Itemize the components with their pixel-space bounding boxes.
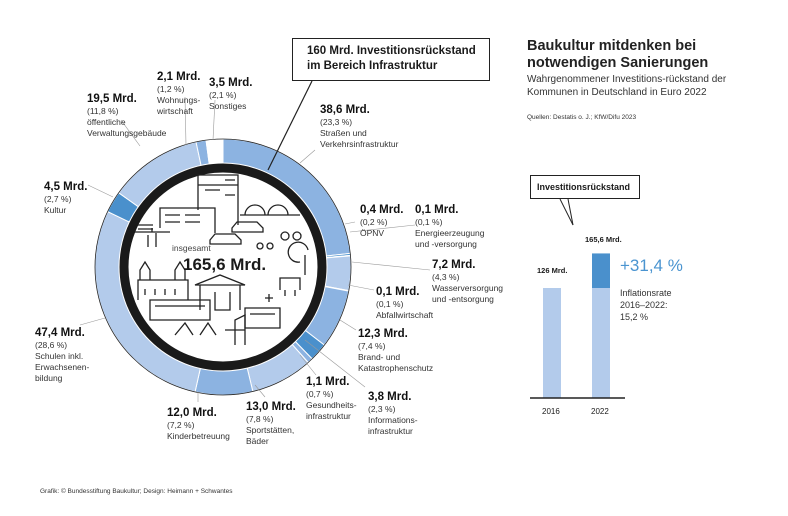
infrastructure-callout: 160 Mrd. Investitionsrückstand im Bereic… <box>292 38 490 81</box>
slice-value: 0,1 Mrd. <box>376 286 420 298</box>
slice-value: 12,3 Mrd. <box>358 328 408 340</box>
chart-title: Baukultur mitdenken bei notwendigen Sani… <box>527 38 709 71</box>
slice-label: 4,5 Mrd. (2,7 %) Kultur <box>44 180 87 216</box>
slice-percent: (23,3 %) <box>320 117 353 127</box>
chart-subtitle: Wahrgenommener Investitions-rückstand de… <box>527 74 727 98</box>
slice-value: 7,2 Mrd. <box>432 259 476 271</box>
slice-value: 38,6 Mrd. <box>320 104 370 116</box>
slice-percent: (2,3 %) <box>368 404 396 414</box>
slice-name: ÖPNV <box>360 228 385 238</box>
slice-name: Energieerzeugung und -versorgung <box>415 228 485 249</box>
slice-label: 38,6 Mrd. (23,3 %) Straßen und Verkehrsinf… <box>320 103 398 150</box>
slice-percent: (0,1 %) <box>376 299 404 309</box>
slice-value: 0,1 Mrd. <box>415 204 459 216</box>
slice-name: Wasserversorgung und -entsorgung <box>432 283 504 304</box>
slice-label: 3,8 Mrd. (2,3 %) Informations- infrastrukt… <box>368 390 418 437</box>
bar-2022-increase <box>592 253 610 288</box>
slice-label: 13,0 Mrd. (7,8 %) Sportstätten, Bäder <box>246 400 296 447</box>
bar-label-2016: 126 Mrd. <box>537 266 568 275</box>
slice-percent: (2,7 %) <box>44 194 72 204</box>
slice-value: 0,4 Mrd. <box>360 204 404 216</box>
slice-label: 12,3 Mrd. (7,4 %) Brand- und Katastrophens… <box>358 327 433 374</box>
inflation-note: Inflationsrate 2016–2022: 15,2 % <box>620 288 672 322</box>
infrastructure-icons <box>135 174 309 345</box>
bar-callout-pointer-a <box>559 198 574 226</box>
slice-name: Kinderbetreuung <box>167 431 230 441</box>
slice-percent: (4,3 %) <box>432 272 460 282</box>
leader-lines <box>79 96 431 402</box>
bar-chart-title: Investitionsrückstand <box>530 175 640 199</box>
slice-value: 4,5 Mrd. <box>44 181 88 193</box>
slice-label: 3,5 Mrd. (2,1 %) Sonstiges <box>209 76 252 112</box>
slice-value: 2,1 Mrd. <box>157 71 201 83</box>
slice-percent: (7,8 %) <box>246 414 274 424</box>
slice-label: 47,4 Mrd. (28,6 %) Schulen inkl. Erwachsen… <box>35 326 89 384</box>
slice-label: 7,2 Mrd. (4,3 %) Wasserversorgung und -ent… <box>432 258 503 305</box>
slice-label: 0,4 Mrd. (0,2 %) ÖPNV <box>360 203 403 239</box>
bar-callout-pointer-b <box>567 198 574 226</box>
slice-value: 13,0 Mrd. <box>246 401 296 413</box>
slice-percent: (0,2 %) <box>360 217 388 227</box>
inner-ring <box>119 163 327 371</box>
donut-slice <box>194 367 254 396</box>
donut-slice <box>324 255 352 292</box>
bar-2022-base <box>592 288 610 398</box>
slice-name: Gesundheits- infrastruktur <box>306 400 357 421</box>
slice-percent: (7,4 %) <box>358 341 386 351</box>
slice-value: 1,1 Mrd. <box>306 376 350 388</box>
slice-percent: (0,1 %) <box>415 217 443 227</box>
slice-value: 3,5 Mrd. <box>209 77 253 89</box>
slice-name: Sportstätten, Bäder <box>246 425 295 446</box>
slice-label: 1,1 Mrd. (0,7 %) Gesundheits- infrastruktu… <box>306 375 357 422</box>
slice-label: 2,1 Mrd. (1,2 %) Wohnungs- wirtschaft <box>157 70 200 117</box>
year-2016: 2016 <box>542 407 560 416</box>
slice-name: Schulen inkl. Erwachsenen- bildung <box>35 351 90 383</box>
slice-label: 19,5 Mrd. (11,8 %) öffentliche Verwaltungs… <box>87 92 166 139</box>
slice-name: Wohnungs- wirtschaft <box>157 95 201 116</box>
slice-label: 12,0 Mrd. (7,2 %) Kinderbetreuung <box>167 406 230 442</box>
slice-percent: (1,2 %) <box>157 84 185 94</box>
slice-percent: (0,7 %) <box>306 389 334 399</box>
slice-label: 0,1 Mrd. (0,1 %) Energieerzeugung und -ver… <box>415 203 484 250</box>
year-2022: 2022 <box>591 407 609 416</box>
donut-slice <box>205 138 224 165</box>
callout-pointer <box>267 80 313 171</box>
sources: Quellen: Destatis o. J.; KfW/Difu 2023 <box>527 114 637 121</box>
footer-credit: Grafik: © Bundesstiftung Baukultur; Desi… <box>40 488 233 495</box>
slice-label: 0,1 Mrd. (0,1 %) Abfallwirtschaft <box>376 285 433 321</box>
slice-name: Straßen und Verkehrsinfrastruktur <box>320 128 399 149</box>
slice-percent: (2,1 %) <box>209 90 237 100</box>
slice-value: 19,5 Mrd. <box>87 93 137 105</box>
bar-chart <box>543 253 610 398</box>
slice-value: 3,8 Mrd. <box>368 391 412 403</box>
slice-name: Informations- infrastruktur <box>368 415 418 436</box>
center-value: 165,6 Mrd. <box>183 255 267 274</box>
slice-name: Brand- und Katastrophenschutz <box>358 352 434 373</box>
slice-name: Sonstiges <box>209 101 247 111</box>
slice-name: öffentliche Verwaltungsgebäude <box>87 117 167 138</box>
slice-value: 12,0 Mrd. <box>167 407 217 419</box>
center-label: insgesamt <box>172 243 211 253</box>
slice-percent: (11,8 %) <box>87 106 119 116</box>
slice-name: Abfallwirtschaft <box>376 310 434 320</box>
slice-name: Kultur <box>44 205 67 215</box>
slice-percent: (7,2 %) <box>167 420 195 430</box>
slice-percent: (28,6 %) <box>35 340 68 350</box>
donut-outline <box>94 138 352 396</box>
donut-chart <box>94 138 352 396</box>
increase-label: +31,4 % <box>620 256 683 275</box>
bar-label-2022: 165,6 Mrd. <box>585 235 622 244</box>
bar-2016 <box>543 288 561 398</box>
slice-value: 47,4 Mrd. <box>35 327 85 339</box>
